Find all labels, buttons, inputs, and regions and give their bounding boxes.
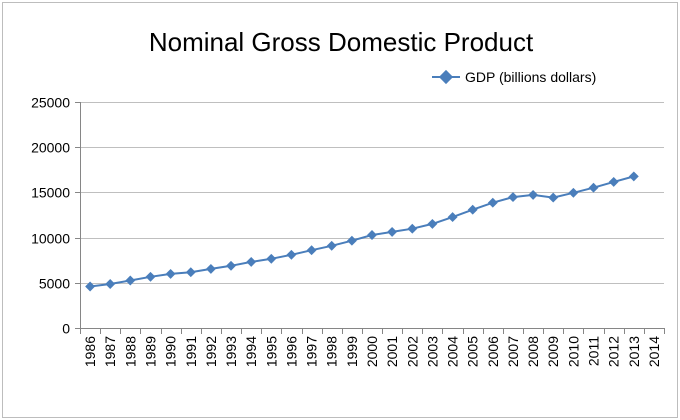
x-tick-label: 2004 bbox=[445, 336, 461, 367]
x-tick-label: 1997 bbox=[304, 336, 320, 367]
x-tick-label: 1989 bbox=[142, 336, 158, 367]
x-tick-label: 2000 bbox=[364, 336, 380, 367]
x-tick-label: 2002 bbox=[404, 336, 420, 367]
data-point bbox=[508, 192, 518, 203]
y-tick-label: 15000 bbox=[31, 185, 70, 201]
y-tick-label: 0 bbox=[62, 321, 70, 337]
data-point bbox=[346, 235, 357, 246]
legend: GDP (billions dollars) bbox=[432, 69, 596, 85]
x-tick-label: 2001 bbox=[384, 336, 400, 367]
data-point bbox=[205, 263, 216, 274]
x-tick-label: 1987 bbox=[102, 336, 118, 367]
y-tick-label: 5000 bbox=[39, 276, 70, 292]
data-point bbox=[608, 176, 619, 187]
data-point bbox=[246, 256, 257, 267]
data-point bbox=[447, 212, 458, 223]
chart-title: Nominal Gross Domestic Product bbox=[149, 27, 534, 57]
y-tick-label: 10000 bbox=[31, 231, 70, 247]
data-point bbox=[487, 197, 498, 208]
x-tick-label: 1994 bbox=[243, 336, 259, 367]
x-tick-label: 2013 bbox=[626, 336, 642, 367]
x-tick-label: 2008 bbox=[525, 336, 541, 367]
legend-label: GDP (billions dollars) bbox=[465, 69, 596, 85]
data-point bbox=[105, 279, 116, 289]
x-tick-label: 1991 bbox=[183, 336, 199, 367]
x-tick-label: 1988 bbox=[122, 336, 138, 367]
data-point bbox=[165, 268, 176, 279]
axes bbox=[75, 102, 665, 334]
data-point bbox=[306, 245, 317, 256]
data-point bbox=[568, 187, 579, 198]
data-point bbox=[367, 230, 377, 240]
x-tick-label: 1990 bbox=[163, 336, 179, 367]
data-point bbox=[427, 218, 438, 229]
series-line bbox=[89, 175, 635, 288]
x-tick-label: 1992 bbox=[203, 336, 219, 367]
x-tick-label: 1993 bbox=[223, 336, 239, 367]
x-tick-label: 1986 bbox=[82, 336, 98, 367]
x-tick-label: 2010 bbox=[565, 336, 581, 367]
x-tick-label: 2011 bbox=[586, 336, 602, 366]
x-tick-label: 2009 bbox=[545, 336, 561, 367]
data-point bbox=[548, 192, 559, 203]
data-point bbox=[185, 267, 196, 278]
data-point bbox=[628, 171, 639, 182]
data-point bbox=[326, 240, 337, 251]
line-chart: Nominal Gross Domestic Product 0 5000 1000… bbox=[31, 27, 665, 367]
data-point bbox=[145, 271, 156, 282]
data-point bbox=[387, 226, 398, 237]
data-point bbox=[588, 182, 599, 193]
x-tick-label: 2005 bbox=[465, 336, 481, 367]
x-tick-label: 1999 bbox=[344, 336, 360, 367]
y-tick-labels: 0 5000 10000 15000 20000 25000 bbox=[31, 95, 70, 337]
x-tick-label: 1996 bbox=[283, 336, 299, 367]
x-tick-label: 1998 bbox=[324, 336, 340, 367]
legend-marker bbox=[438, 69, 454, 85]
x-tick-labels: 1986 1987 1988 1989 1990 1991 1992 1993 1994 1995… bbox=[82, 336, 662, 367]
data-point bbox=[286, 249, 297, 260]
data-point bbox=[266, 253, 277, 264]
gridlines bbox=[80, 102, 664, 284]
y-tick-label: 25000 bbox=[31, 95, 70, 111]
x-tick-label: 2012 bbox=[606, 336, 622, 367]
data-point bbox=[528, 189, 539, 200]
data-point bbox=[407, 223, 418, 234]
data-point bbox=[226, 260, 236, 271]
x-tick-label: 2006 bbox=[485, 336, 501, 367]
x-tick-label: 2003 bbox=[424, 336, 440, 367]
data-point bbox=[467, 204, 478, 215]
x-tick-label: 2007 bbox=[505, 336, 521, 367]
y-tick-label: 20000 bbox=[31, 140, 70, 156]
series-lines bbox=[85, 171, 639, 292]
x-tick-label: 2014 bbox=[646, 336, 662, 367]
x-tick-label: 1995 bbox=[263, 336, 279, 367]
